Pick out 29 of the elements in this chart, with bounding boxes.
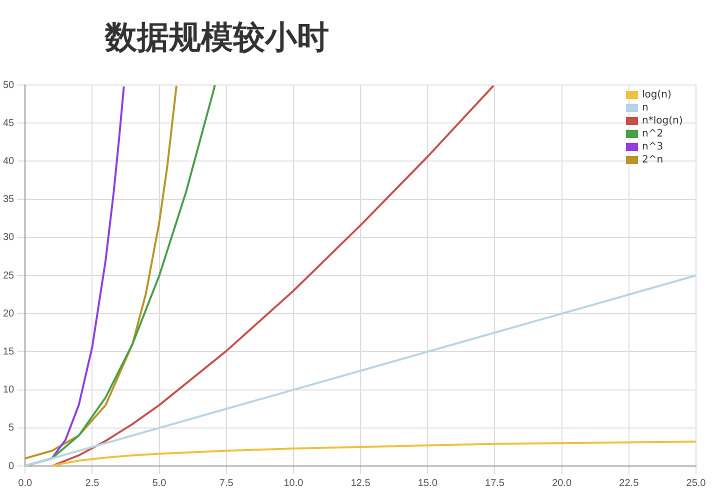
x-tick-label: 10.0 [284,478,304,489]
x-tick-label: 22.5 [619,478,640,489]
y-tick-label: 5 [8,422,15,434]
x-tick-label: 25.0 [686,478,706,489]
x-tick-label: 20.0 [552,478,572,489]
x-tick-label: 15.0 [418,478,438,489]
x-tick-label: 12.5 [350,478,371,489]
y-tick-label: 40 [3,156,15,167]
y-tick-label: 15 [3,346,15,358]
legend-label: log(n) [642,90,672,101]
y-tick-label: 0 [8,460,15,472]
legend-label: n [642,102,648,114]
y-tick-label: 50 [3,80,15,91]
legend-label: n^2 [642,128,664,140]
x-tick-label: 17.5 [485,478,505,489]
y-tick-label: 35 [3,194,15,206]
legend-label: n*log(n) [642,116,683,127]
y-tick-label: 25 [3,270,15,282]
legend-label: n^3 [642,142,664,153]
x-tick-label: 0.0 [18,478,33,489]
x-tick-label: 2.5 [85,478,100,489]
chart-title: 数据规模较小时 [104,17,330,58]
x-tick-label: 5.0 [152,478,167,489]
y-tick-label: 10 [3,384,15,396]
y-tick-label: 45 [3,118,15,129]
y-tick-label: 30 [3,232,15,244]
x-tick-label: 7.5 [219,478,234,489]
y-tick-label: 20 [3,308,15,320]
legend-label: 2^n [642,154,664,166]
